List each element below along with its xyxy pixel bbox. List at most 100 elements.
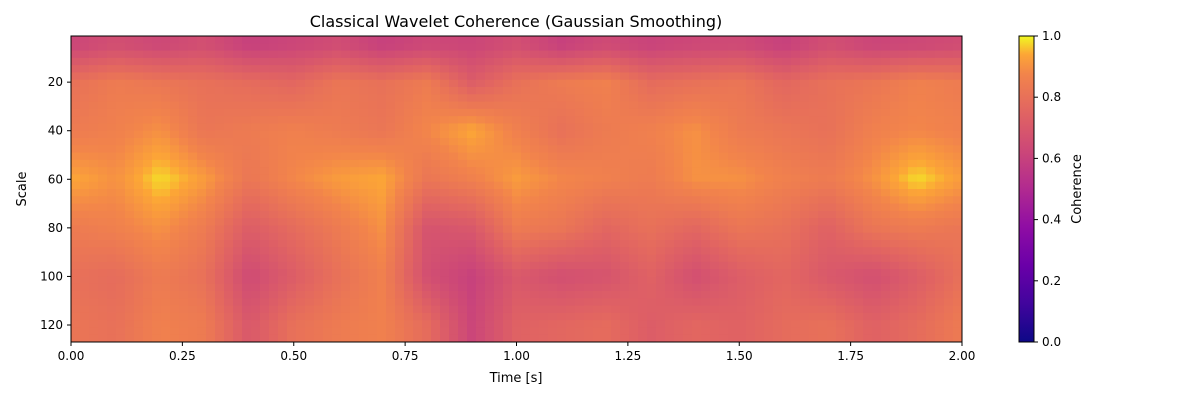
heatmap-cell <box>656 276 666 285</box>
heatmap-cell <box>629 210 639 219</box>
heatmap-cell <box>620 196 630 205</box>
heatmap-cell <box>836 232 846 241</box>
heatmap-cell <box>179 210 189 219</box>
heatmap-cell <box>404 159 414 168</box>
heatmap-cell <box>206 327 216 336</box>
heatmap-cell <box>485 87 495 95</box>
heatmap-cell <box>575 225 585 234</box>
heatmap-cell <box>512 334 522 342</box>
heatmap-cell <box>476 87 486 95</box>
heatmap-cell <box>494 101 504 110</box>
heatmap-cell <box>287 327 297 336</box>
heatmap-cell <box>341 130 351 139</box>
heatmap-cell <box>917 210 927 219</box>
heatmap-cell <box>188 283 198 292</box>
heatmap-cell <box>809 203 819 212</box>
heatmap-cell <box>170 276 180 285</box>
heatmap-cell <box>107 108 117 117</box>
heatmap-cell <box>881 36 891 44</box>
heatmap-cell <box>89 174 99 183</box>
heatmap-cell <box>269 283 279 292</box>
heatmap-cell <box>359 57 369 66</box>
heatmap-cell <box>557 305 567 314</box>
heatmap-cell <box>323 36 333 44</box>
heatmap-cell <box>296 334 306 342</box>
heatmap-cell <box>449 72 459 81</box>
heatmap-cell <box>251 174 261 183</box>
heatmap-cell <box>953 305 962 314</box>
heatmap-cell <box>665 189 675 197</box>
heatmap-cell <box>791 210 801 219</box>
heatmap-cell <box>323 276 333 285</box>
x-tick-label: 0.00 <box>58 349 85 363</box>
heatmap-cell <box>818 87 828 95</box>
heatmap-cell <box>314 305 324 314</box>
heatmap-cell <box>782 269 792 278</box>
heatmap-cell <box>314 145 324 154</box>
heatmap-cell <box>503 298 513 307</box>
heatmap-cell <box>224 152 234 161</box>
heatmap-cell <box>755 269 765 278</box>
heatmap-cell <box>242 261 252 270</box>
heatmap-cell <box>683 101 693 110</box>
heatmap-cell <box>134 108 144 117</box>
heatmap-cell <box>899 312 909 321</box>
heatmap-cell <box>935 240 945 248</box>
heatmap-cell <box>485 57 495 66</box>
heatmap-cell <box>197 203 207 212</box>
heatmap-cell <box>710 225 720 234</box>
heatmap-cell <box>503 189 513 197</box>
heatmap-cell <box>917 218 927 227</box>
heatmap-cell <box>323 225 333 234</box>
heatmap-cell <box>485 225 495 234</box>
heatmap-cell <box>926 101 936 110</box>
heatmap-cell <box>341 240 351 248</box>
heatmap-cell <box>926 298 936 307</box>
heatmap-cell <box>737 101 747 110</box>
heatmap-cell <box>485 298 495 307</box>
heatmap-cell <box>476 189 486 197</box>
heatmap-cell <box>386 247 396 256</box>
heatmap-cell <box>629 203 639 212</box>
heatmap-cell <box>413 240 423 248</box>
heatmap-cell <box>431 189 441 197</box>
heatmap-cell <box>242 101 252 110</box>
heatmap-cell <box>881 50 891 59</box>
heatmap-cell <box>431 79 441 88</box>
heatmap-cell <box>440 261 450 270</box>
heatmap-cell <box>584 261 594 270</box>
heatmap-cell <box>908 79 918 88</box>
heatmap-cell <box>134 291 144 299</box>
heatmap-cell <box>827 327 837 336</box>
heatmap-cell <box>386 312 396 321</box>
heatmap-cell <box>908 181 918 190</box>
heatmap-cell <box>467 138 477 146</box>
heatmap-cell <box>206 240 216 248</box>
heatmap-cell <box>377 36 387 44</box>
heatmap-cell <box>728 203 738 212</box>
heatmap-cell <box>152 159 162 168</box>
heatmap-cell <box>863 123 873 132</box>
heatmap-cell <box>728 189 738 197</box>
heatmap-cell <box>908 174 918 183</box>
heatmap-cell <box>935 225 945 234</box>
heatmap-cell <box>413 247 423 256</box>
heatmap-cell <box>665 196 675 205</box>
heatmap-cell <box>791 298 801 307</box>
heatmap-cell <box>629 196 639 205</box>
heatmap-cell <box>620 174 630 183</box>
heatmap-cell <box>620 269 630 278</box>
heatmap-cell <box>287 298 297 307</box>
heatmap-cell <box>413 283 423 292</box>
heatmap-cell <box>692 210 702 219</box>
heatmap-cell <box>845 72 855 81</box>
heatmap-cell <box>899 130 909 139</box>
heatmap-cell <box>458 218 468 227</box>
heatmap-cell <box>602 240 612 248</box>
heatmap-cell <box>782 87 792 95</box>
heatmap-cell <box>503 210 513 219</box>
heatmap-cell <box>179 43 189 52</box>
heatmap-cell <box>395 123 405 132</box>
heatmap-cell <box>404 167 414 176</box>
heatmap-cell <box>782 167 792 176</box>
